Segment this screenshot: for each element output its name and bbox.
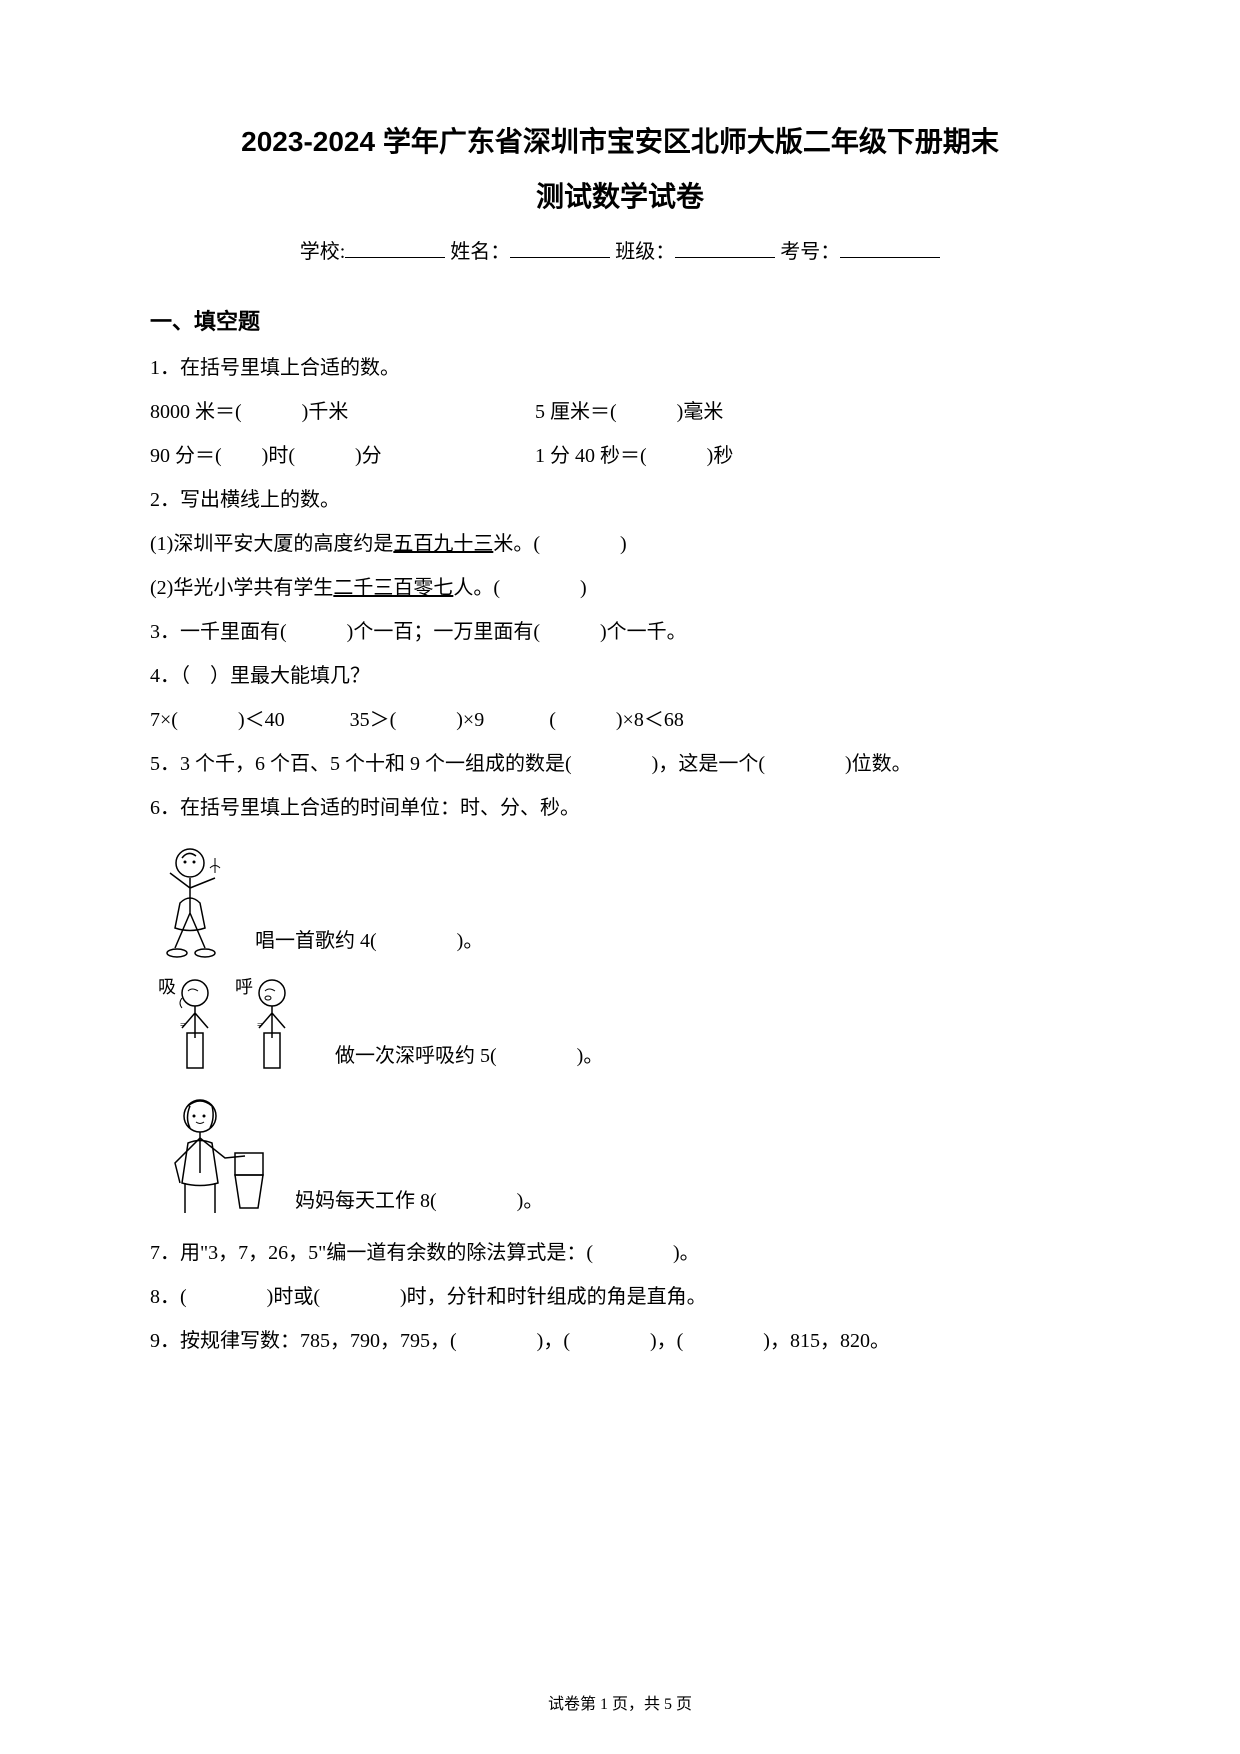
svg-text:=: =	[257, 1020, 263, 1031]
q4-line1: 7×( )＜40 35＞( )×9 ( )×8＜68	[150, 700, 1090, 740]
q2-part1-a: (1)深圳平安大厦的高度约是	[150, 533, 393, 555]
q1-line1-a: 8000 米＝( )千米	[150, 392, 470, 432]
q1-line2: 90 分＝( )时( )分 1 分 40 秒＝( )秒	[150, 436, 1090, 476]
name-label: 姓名：	[450, 241, 510, 263]
school-label: 学校:	[300, 241, 346, 263]
q6-item2-text: 做一次深呼吸约 5( )。	[335, 1039, 603, 1068]
q2-part2-b: 人。( )	[453, 577, 586, 599]
q2-part2-underline: 二千三百零七	[333, 577, 453, 599]
q6-item1-row: 唱一首歌约 4( )。	[150, 838, 1090, 963]
q8: 8．( )时或( )时，分针和时针组成的角是直角。	[150, 1277, 1090, 1317]
mom-working-icon	[150, 1088, 280, 1223]
q9: 9．按规律写数：785，790，795，( )，( )，( )，815，820。	[150, 1321, 1090, 1361]
q2-stem: 2．写出横线上的数。	[150, 480, 1090, 520]
girl-singing-icon	[150, 838, 240, 963]
main-title: 2023-2024 学年广东省深圳市宝安区北师大版二年级下册期末	[150, 120, 1090, 165]
q7: 7．用"3，7，26，5"编一道有余数的除法算式是：( )。	[150, 1233, 1090, 1273]
subtitle: 测试数学试卷	[150, 175, 1090, 215]
exam-page: 2023-2024 学年广东省深圳市宝安区北师大版二年级下册期末 测试数学试卷 …	[0, 0, 1240, 1754]
section-1-title: 一、填空题	[150, 304, 1090, 336]
class-blank[interactable]	[675, 238, 775, 258]
breathing-icon: 吸 = 呼 =	[150, 973, 320, 1078]
q1-line2-a: 90 分＝( )时( )分	[150, 436, 470, 476]
q4-c: ( )×8＜68	[549, 709, 684, 731]
svg-text:吸: 吸	[158, 977, 176, 997]
q4-a: 7×( )＜40	[150, 700, 285, 740]
q1-line2-b: 1 分 40 秒＝( )秒	[535, 445, 733, 467]
q2-part1: (1)深圳平安大厦的高度约是五百九十三米。( )	[150, 524, 1090, 564]
q6-item3-text: 妈妈每天工作 8( )。	[295, 1184, 543, 1213]
class-label: 班级：	[615, 241, 675, 263]
school-blank[interactable]	[345, 238, 445, 258]
q2-part2: (2)华光小学共有学生二千三百零七人。( )	[150, 568, 1090, 608]
q6-item3-row: 妈妈每天工作 8( )。	[150, 1088, 1090, 1223]
q6-item1-text: 唱一首歌约 4( )。	[255, 924, 483, 953]
svg-text:=: =	[180, 1020, 186, 1031]
student-info-line: 学校: 姓名： 班级： 考号：	[150, 235, 1090, 264]
q1-stem: 1．在括号里填上合适的数。	[150, 348, 1090, 388]
q4-b: 35＞( )×9	[350, 700, 485, 740]
q4-stem: 4．（ ）里最大能填几？	[150, 656, 1090, 696]
exam-id-blank[interactable]	[840, 238, 940, 258]
page-footer: 试卷第 1 页，共 5 页	[0, 1690, 1240, 1714]
q1-line1: 8000 米＝( )千米 5 厘米＝( )毫米	[150, 392, 1090, 432]
q6-item2-row: 吸 = 呼 = 做一次深呼吸约 5( )。	[150, 973, 1090, 1078]
q6-stem: 6．在括号里填上合适的时间单位：时、分、秒。	[150, 788, 1090, 828]
q1-line1-b: 5 厘米＝( )毫米	[535, 401, 723, 423]
exam-id-label: 考号：	[780, 241, 840, 263]
q2-part1-b: 米。( )	[493, 533, 626, 555]
svg-text:呼: 呼	[235, 977, 253, 997]
q2-part1-underline: 五百九十三	[393, 533, 493, 555]
q5: 5．3 个千，6 个百、5 个十和 9 个一组成的数是( )，这是一个( )位数…	[150, 744, 1090, 784]
name-blank[interactable]	[510, 238, 610, 258]
q3: 3．一千里面有( )个一百；一万里面有( )个一千。	[150, 612, 1090, 652]
q2-part2-a: (2)华光小学共有学生	[150, 577, 333, 599]
